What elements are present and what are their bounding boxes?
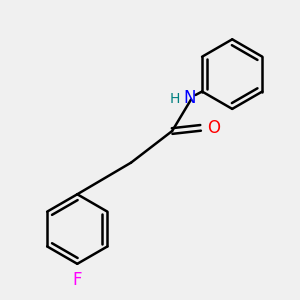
Text: O: O bbox=[207, 119, 220, 137]
Text: H: H bbox=[169, 92, 180, 106]
Text: N: N bbox=[184, 89, 196, 107]
Text: F: F bbox=[73, 272, 82, 290]
